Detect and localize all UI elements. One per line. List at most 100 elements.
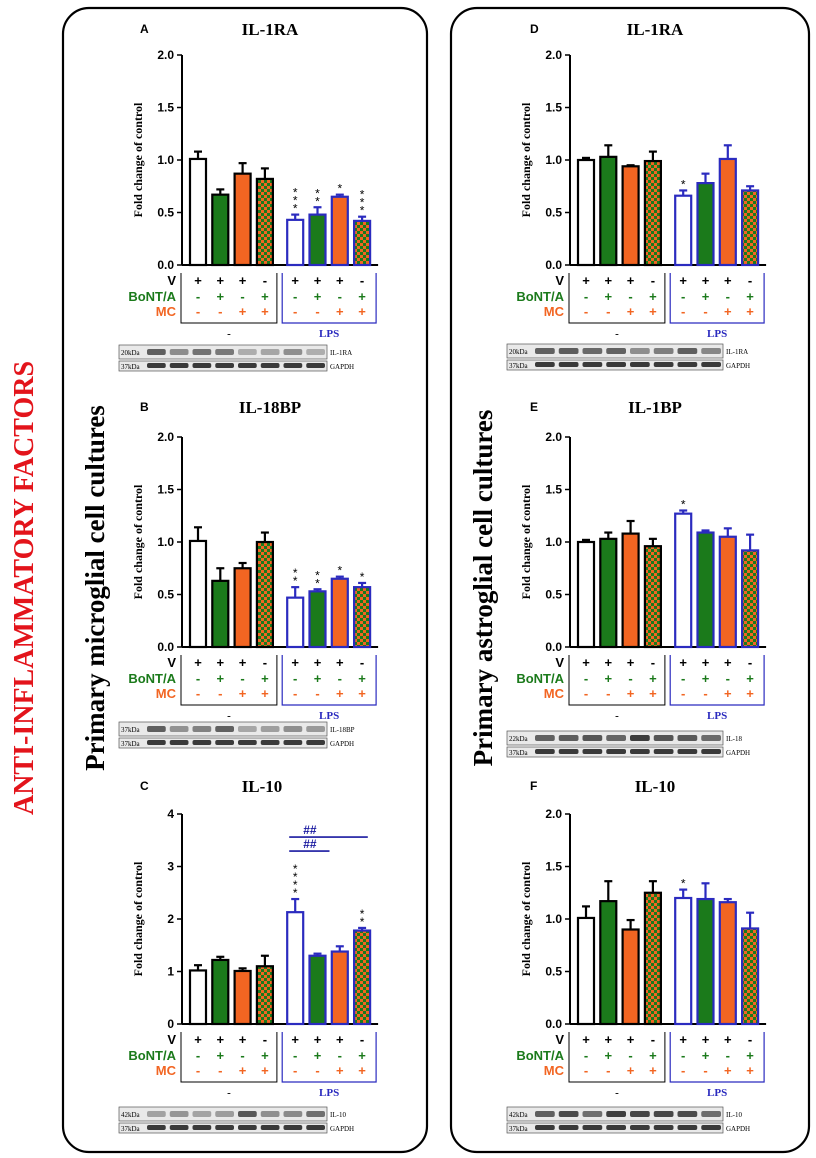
significance-star: * [360, 196, 365, 210]
blot-band-target [192, 1111, 212, 1117]
bar [674, 512, 693, 649]
table-cell: + [358, 671, 366, 686]
table-row-label: MC [544, 304, 565, 319]
panel-letter: E [530, 400, 538, 414]
blot-band-target [306, 726, 325, 732]
significance-star: * [293, 202, 298, 216]
blot-band-ref [606, 749, 626, 754]
blot-band-target [630, 348, 650, 354]
table-cell: - [240, 289, 244, 304]
bar [255, 965, 274, 1026]
table-cell: + [336, 686, 344, 701]
blot-band-target [535, 1111, 555, 1117]
blot-band-target [283, 1111, 303, 1117]
table-cell: + [291, 655, 299, 670]
table-cell: + [702, 671, 710, 686]
significance-star: * [681, 177, 686, 191]
table-cell: + [627, 273, 635, 288]
charts-layer: A IL-1RA 0.0 0.5 1.0 1.5 2.0 Fold change of con… [118, 20, 767, 1134]
table-cell: + [239, 304, 247, 319]
table-row-label: BoNT/A [516, 671, 564, 686]
chart-panel-E: E IL-1BP 0.0 0.5 1.0 1.5 2.0 Fold change of con… [506, 398, 767, 758]
y-axis-label: Fold change of control [519, 484, 533, 599]
blot-band-target [238, 349, 257, 355]
western-blot: 37kDa 37kDa IL-18BP GAPDH [118, 721, 355, 749]
table-cell: - [628, 289, 632, 304]
blot-band-ref [701, 749, 721, 754]
bar [353, 586, 372, 649]
table-row-label: MC [156, 686, 177, 701]
table-cell: + [314, 273, 322, 288]
significance-star: * [293, 886, 298, 900]
blot-ref-label: GAPDH [330, 1125, 354, 1133]
table-cell: + [358, 289, 366, 304]
table-cell: - [293, 304, 297, 319]
table-cell: + [336, 304, 344, 319]
table-cell: - [703, 1063, 707, 1078]
table-cell: + [291, 1032, 299, 1047]
blot-band-target [169, 726, 189, 732]
group-bracket-control [180, 655, 278, 706]
significance-star: * [337, 182, 342, 196]
comparison-label: ## [303, 837, 317, 851]
blot-band-target [169, 1111, 189, 1117]
table-cell: + [724, 304, 732, 319]
blot-band-ref [147, 1125, 166, 1130]
group-label-lps: LPS [319, 1087, 339, 1099]
blot-band-ref [582, 1125, 603, 1130]
bar [255, 540, 274, 649]
table-cell: + [724, 1032, 732, 1047]
significance-star: * [293, 566, 298, 580]
blot-target-kda: 20kDa [121, 349, 141, 357]
group-bracket-control [568, 655, 666, 706]
blot-band-ref [238, 363, 257, 368]
blot-band-target [260, 726, 280, 732]
y-tick-label: 3 [167, 860, 174, 874]
left-panel-frame [61, 6, 429, 1154]
table-row-label: V [555, 655, 564, 670]
western-blot: 42kDa 37kDa IL-10 GAPDH [506, 1106, 750, 1134]
y-tick-label: 0.5 [157, 206, 174, 220]
table-cell: + [649, 289, 657, 304]
blot-band-target [147, 1111, 166, 1117]
blot-band-target [653, 348, 674, 354]
panel-letter: C [140, 779, 149, 793]
group-label-control: - [227, 328, 231, 340]
table-row-label: V [555, 273, 564, 288]
western-blot: 42kDa 37kDa IL-10 GAPDH [118, 1106, 354, 1134]
table-cell: + [679, 273, 687, 288]
blot-band-ref [238, 1125, 257, 1130]
group-bracket-lps [281, 655, 377, 706]
table-row-label: MC [156, 304, 177, 319]
table-cell: - [681, 686, 685, 701]
table-cell: + [582, 273, 590, 288]
blot-band-target [283, 726, 303, 732]
blot-band-ref [169, 363, 189, 368]
table-cell: + [239, 1063, 247, 1078]
table-cell: + [239, 1032, 247, 1047]
table-row-label: V [555, 1032, 564, 1047]
significance-star: * [315, 186, 320, 200]
blot-ref-kda: 37kDa [509, 362, 529, 370]
table-cell: + [724, 686, 732, 701]
blot-band-target [630, 1111, 650, 1117]
table-cell: - [293, 686, 297, 701]
table-cell: - [218, 1063, 222, 1078]
bar [211, 958, 230, 1026]
table-cell: - [315, 304, 319, 319]
table-cell: + [627, 655, 635, 670]
table-cell: + [261, 686, 269, 701]
panel-title: IL-18BP [239, 398, 301, 417]
chart-panel-D: D IL-1RA 0.0 0.5 1.0 1.5 2.0 Fold change of con… [506, 20, 767, 371]
blot-band-ref [677, 749, 698, 754]
table-cell: - [748, 1032, 752, 1047]
blot-target-kda: 20kDa [509, 348, 529, 356]
blot-band-ref [306, 1125, 325, 1130]
bar [330, 950, 349, 1026]
blot-band-target [606, 1111, 626, 1117]
blot-band-ref [535, 1125, 555, 1130]
y-tick-label: 0.5 [545, 965, 562, 979]
bar [211, 193, 230, 267]
table-cell: + [724, 273, 732, 288]
table-cell: + [239, 655, 247, 670]
